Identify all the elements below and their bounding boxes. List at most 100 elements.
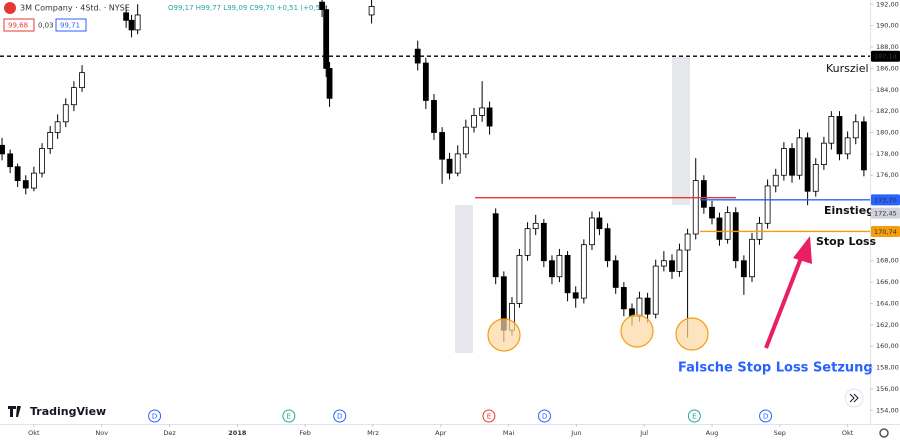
x-tick-label: Aug: [706, 429, 719, 437]
candle-body: [479, 107, 486, 116]
event-label: E: [287, 413, 291, 421]
circle: [675, 317, 709, 351]
candle-body: [596, 217, 603, 230]
candle-body: [123, 12, 130, 21]
candle-body: [789, 148, 795, 176]
header: 3M Company · 4Std. · NYSE O99,17 H99,77 …: [3, 2, 320, 32]
candle-body: [368, 6, 375, 16]
candle-body: [844, 137, 851, 155]
price-label: 172,45: [874, 210, 897, 218]
price-label: 187,14: [874, 53, 897, 61]
event-marker: [687, 409, 701, 423]
candle-body: [422, 62, 429, 101]
candle-body: [128, 19, 135, 31]
candle-body: [684, 233, 691, 251]
candle-body: [804, 137, 811, 192]
candle-body: [716, 217, 723, 240]
arrow-shaft: [764, 257, 803, 349]
candle-body: [516, 254, 523, 304]
y-tick-label: 180,00: [876, 128, 899, 136]
candle-body: [772, 174, 779, 187]
price-box: [3, 18, 35, 32]
candle-body: [732, 212, 739, 262]
logo: [4, 2, 16, 14]
candle-body: [22, 180, 29, 189]
candle-body: [62, 104, 69, 123]
y-tick-label: 190,00: [876, 22, 899, 30]
price-box-text: 99,68: [8, 22, 28, 30]
candle-body: [31, 172, 37, 189]
y-tick-label: 158,00: [876, 364, 899, 372]
x-tick-label: 2018: [228, 429, 247, 437]
candle-body: [636, 297, 643, 317]
x-tick-label: Sep: [774, 429, 786, 437]
plot: [0, 0, 867, 342]
candle-body: [580, 244, 587, 299]
y-tick-label: 168,00: [876, 257, 899, 265]
annotation: Einstieg: [824, 204, 874, 217]
y-tick-label: 188,00: [876, 43, 899, 51]
candle-body: [319, 1, 325, 11]
candle-body: [134, 14, 141, 31]
candle-body: [604, 228, 611, 262]
range-box: [455, 205, 473, 353]
ohlc: O99,17 H99,77 L99,09 C99,70 +0,51 (+0,5: [168, 4, 320, 12]
candle-body: [492, 213, 499, 278]
candle-body: [860, 121, 867, 171]
x-tick-label: Feb: [299, 429, 311, 437]
event-label: D: [337, 413, 342, 421]
x-tick-label: Mai: [503, 429, 515, 437]
price-label: 170,74: [874, 228, 897, 236]
candle-body: [549, 260, 555, 278]
candle-body: [564, 254, 571, 294]
candle-body: [589, 217, 595, 246]
candle-body: [454, 153, 461, 174]
candle-body: [431, 100, 437, 133]
candle-body: [820, 142, 827, 165]
candle-body: [700, 180, 707, 208]
y-tick-label: 156,00: [876, 385, 899, 393]
x-tick-label: Okt: [28, 429, 40, 437]
x-tick-label: Nov: [95, 429, 108, 437]
annotation: Stop Loss: [816, 235, 877, 248]
y-tick-label: 176,00: [876, 171, 899, 179]
candle-body: [660, 260, 667, 267]
event-label: E: [487, 413, 491, 421]
scroll-button[interactable]: [844, 388, 864, 408]
icon: [849, 393, 859, 403]
arrow: [764, 236, 812, 349]
annotation: Kursziel: [826, 62, 869, 75]
candle-body: [446, 158, 453, 174]
candle-body: [462, 126, 469, 155]
candle-body: [692, 180, 699, 235]
x-tick-label: Mrz: [367, 429, 379, 437]
event-label: D: [152, 413, 157, 421]
x-tick-label: Okt: [842, 429, 854, 437]
y-tick-label: 182,00: [876, 107, 899, 115]
candle-body: [471, 115, 477, 128]
highlight-circles: [487, 314, 709, 352]
y-tick-label: 164,00: [876, 299, 899, 307]
candle-body: [486, 107, 493, 127]
event-marker: [333, 409, 347, 423]
candle-body: [724, 212, 731, 240]
y-tick-label: 162,00: [876, 321, 899, 329]
symbol: 3M Company · 4Std. · NYSE: [20, 4, 130, 13]
y-tick-label: 154,00: [876, 406, 899, 414]
price-box: [55, 18, 87, 32]
y-tick-label: 160,00: [876, 342, 899, 350]
circle: [487, 318, 521, 352]
candle-body: [0, 144, 5, 155]
y-tick-label: 184,00: [876, 86, 899, 94]
event-marker: [759, 409, 773, 423]
candle-body: [556, 254, 563, 278]
candle-body: [47, 132, 54, 149]
brand: TradingView: [8, 405, 106, 418]
candle-body: [323, 9, 330, 69]
settings-icon[interactable]: [879, 428, 889, 438]
price-label: 173,70: [874, 196, 897, 204]
candle-body: [669, 260, 675, 272]
candle-body: [54, 121, 61, 133]
annotation: Falsche Stop Loss Setzung: [678, 361, 873, 376]
